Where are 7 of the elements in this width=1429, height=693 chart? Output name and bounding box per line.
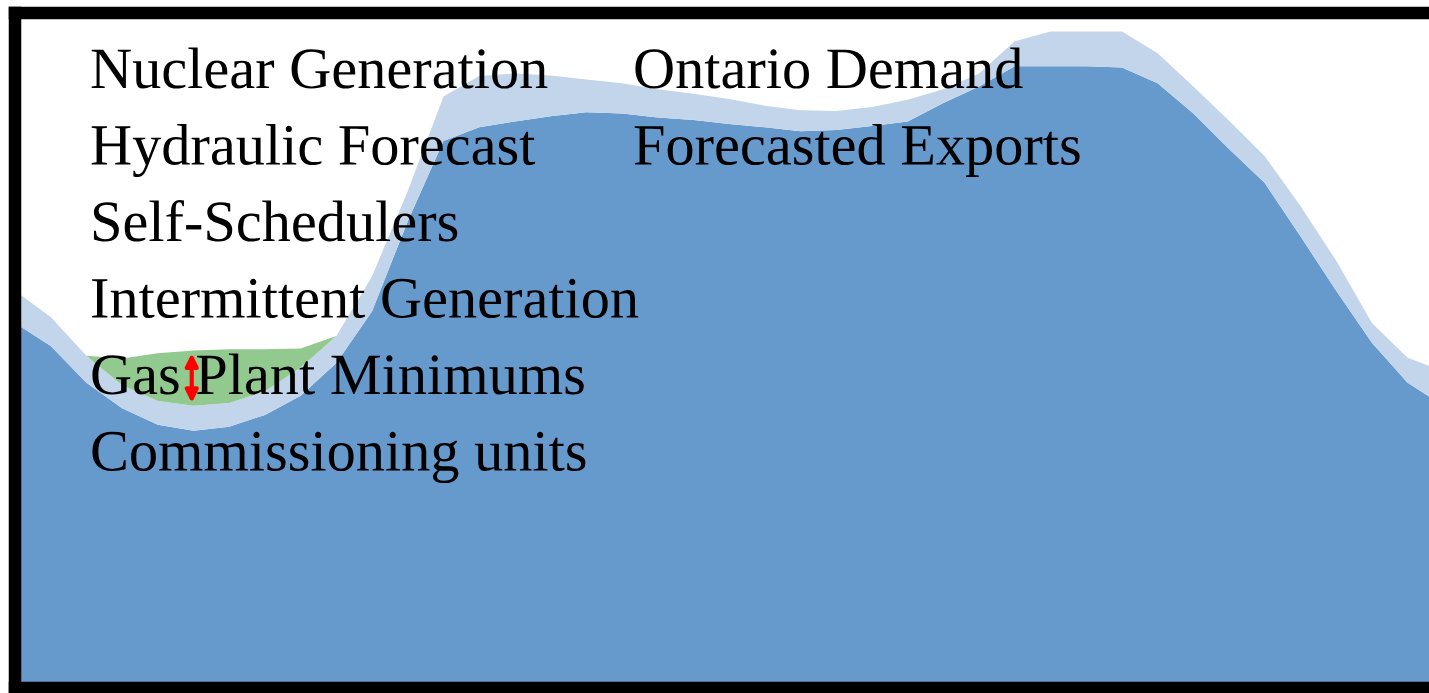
annotation: Gas Plant Minimums — [92, 353, 584, 395]
annotation: Nuclear Generation — [91, 47, 548, 89]
annotation: Hydraulic Forecast — [91, 124, 536, 178]
annotation: Commissioning units — [92, 431, 586, 484]
annotation: Intermittent Generation — [92, 278, 639, 319]
annotation: Ontario Demand — [635, 47, 1023, 89]
annotation: Forecasted Exports — [634, 124, 1080, 177]
